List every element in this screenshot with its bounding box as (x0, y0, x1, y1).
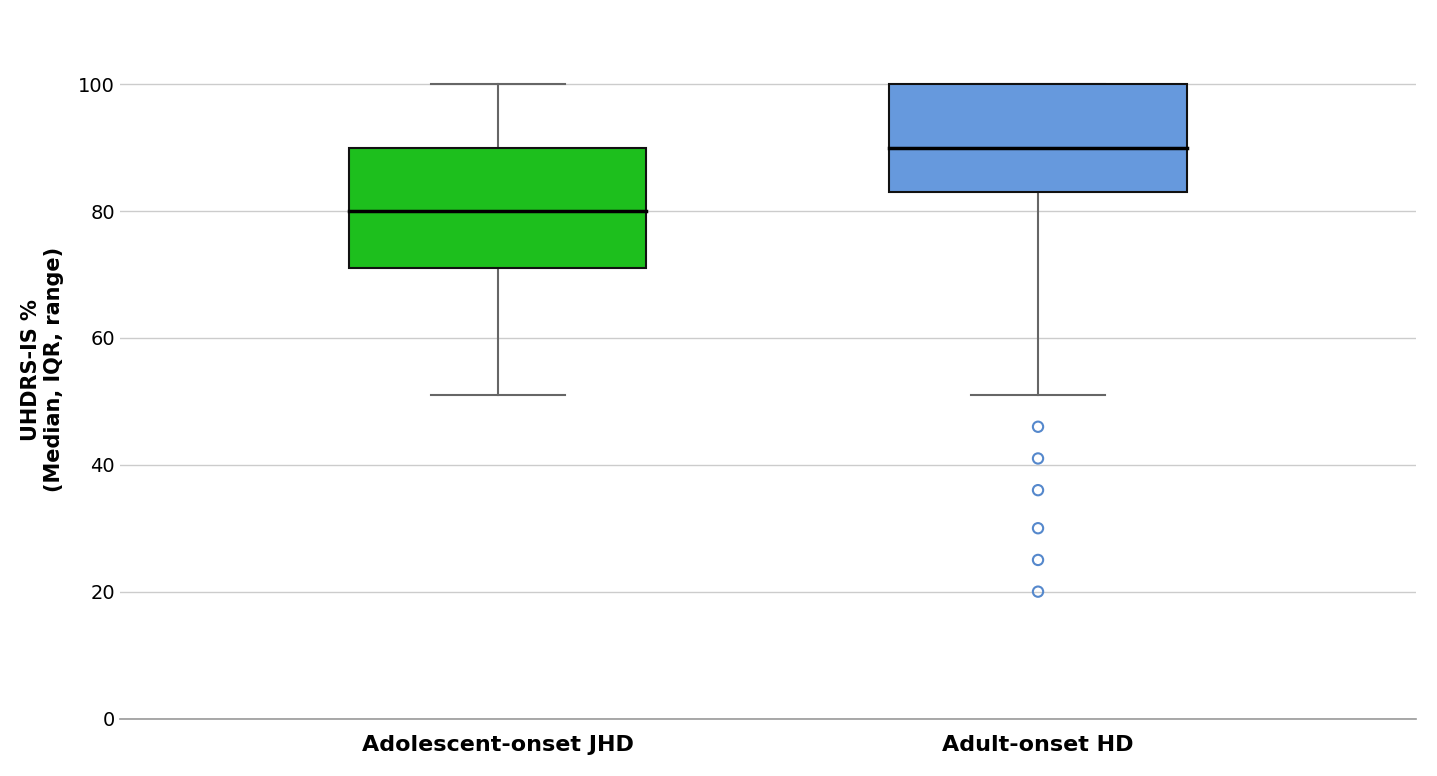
Point (1026, 421, 1049, 433)
Point (1026, 522, 1049, 535)
Bar (890, 85, 1187, 192)
Y-axis label: UHDRS-IS %
(Median, IQR, range): UHDRS-IS % (Median, IQR, range) (20, 247, 65, 492)
Point (1026, 554, 1049, 566)
Point (1026, 585, 1049, 598)
Point (1026, 452, 1049, 465)
Bar (349, 147, 647, 268)
Point (1026, 484, 1049, 497)
